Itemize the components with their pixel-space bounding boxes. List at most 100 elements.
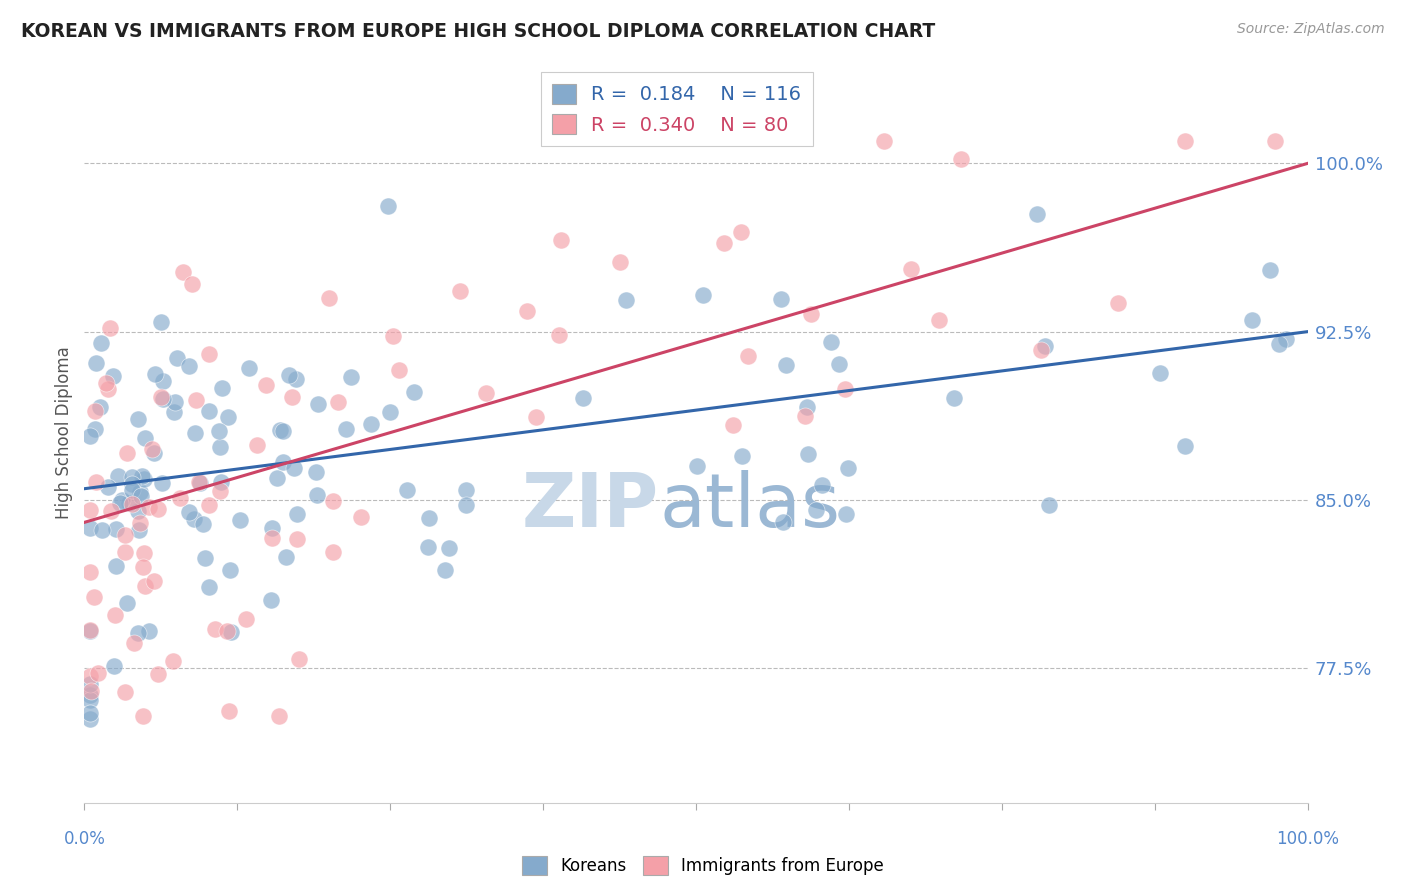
Point (395, 483, 418, 498)
Point (138, 500, 160, 514)
Point (87, 666, 110, 681)
Point (177, 505, 200, 519)
Point (834, 382, 856, 396)
Point (305, 465, 328, 479)
Point (1035, 338, 1057, 352)
Point (692, 287, 714, 301)
Point (713, 236, 735, 251)
Point (322, 493, 344, 508)
Point (269, 709, 291, 723)
Point (928, 313, 950, 327)
Point (134, 472, 156, 486)
Point (269, 423, 291, 437)
Point (277, 368, 299, 382)
Text: Source: ZipAtlas.com: Source: ZipAtlas.com (1237, 22, 1385, 37)
Point (218, 704, 240, 718)
Point (350, 510, 373, 524)
Point (134, 579, 156, 593)
Point (150, 475, 173, 490)
Point (1241, 313, 1264, 327)
Point (100, 504, 122, 518)
Text: ZIP: ZIP (522, 470, 659, 543)
Point (79, 624, 101, 638)
Point (134, 431, 156, 445)
Point (79, 503, 101, 517)
Point (198, 580, 221, 594)
Point (194, 551, 217, 566)
Point (1174, 439, 1197, 453)
Point (872, 134, 894, 148)
Point (769, 293, 792, 307)
Point (96, 480, 118, 494)
Point (188, 475, 211, 489)
Point (198, 498, 221, 512)
Point (79, 624, 101, 638)
Point (80, 684, 103, 698)
Point (103, 658, 125, 673)
Y-axis label: High School Diploma: High School Diploma (55, 346, 73, 519)
Text: 100.0%: 100.0% (1277, 830, 1339, 847)
Point (800, 307, 823, 321)
Point (516, 303, 538, 318)
Point (1029, 343, 1052, 357)
Point (94, 376, 117, 391)
Point (266, 471, 288, 485)
Point (828, 357, 851, 371)
Point (1263, 134, 1285, 148)
Point (335, 422, 357, 436)
Point (79, 712, 101, 726)
Point (804, 503, 827, 517)
Point (150, 315, 173, 329)
Point (793, 409, 815, 423)
Point (221, 624, 243, 639)
Point (121, 476, 143, 491)
Point (86, 475, 108, 489)
Point (228, 513, 250, 527)
Point (418, 511, 440, 525)
Point (188, 476, 211, 491)
Point (121, 497, 143, 511)
Point (83, 591, 105, 605)
Point (217, 409, 239, 424)
Point (280, 390, 302, 404)
Point (1026, 207, 1049, 221)
Point (141, 442, 163, 457)
Point (127, 625, 149, 640)
Point (132, 560, 155, 574)
Point (83, 404, 105, 418)
Point (1038, 498, 1060, 512)
Point (79, 669, 101, 683)
Point (148, 502, 170, 516)
Point (127, 504, 149, 518)
Point (86, 356, 108, 370)
Point (737, 349, 759, 363)
Point (318, 291, 340, 305)
Point (835, 507, 858, 521)
Point (121, 483, 143, 498)
Legend: Koreans, Immigrants from Europe: Koreans, Immigrants from Europe (515, 849, 891, 882)
Point (198, 404, 221, 418)
Point (388, 363, 411, 377)
Point (131, 469, 153, 483)
Legend: R =  0.184    N = 116, R =  0.340    N = 80: R = 0.184 N = 116, R = 0.340 N = 80 (540, 72, 813, 146)
Point (115, 596, 138, 610)
Point (114, 685, 136, 699)
Point (84, 422, 107, 436)
Point (260, 593, 283, 607)
Point (381, 329, 404, 343)
Point (449, 284, 471, 298)
Point (456, 498, 478, 512)
Point (572, 392, 595, 406)
Point (811, 477, 834, 491)
Point (837, 461, 859, 475)
Point (169, 491, 191, 506)
Point (609, 255, 631, 269)
Point (360, 417, 382, 431)
Point (1149, 366, 1171, 380)
Point (305, 488, 328, 502)
Point (183, 425, 205, 440)
Point (246, 438, 269, 452)
Point (218, 563, 240, 577)
Point (79, 521, 101, 535)
Point (1107, 296, 1129, 310)
